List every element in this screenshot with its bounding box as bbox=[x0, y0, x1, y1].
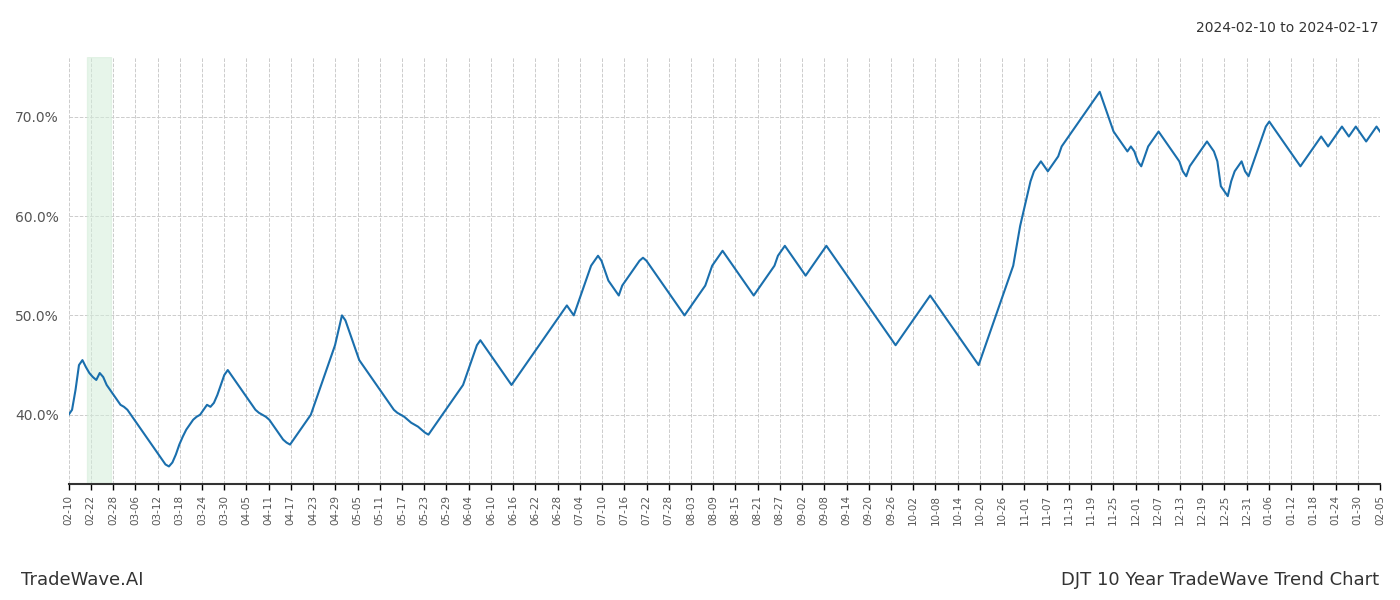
Text: TradeWave.AI: TradeWave.AI bbox=[21, 571, 143, 589]
Text: 2024-02-10 to 2024-02-17: 2024-02-10 to 2024-02-17 bbox=[1197, 21, 1379, 35]
Text: DJT 10 Year TradeWave Trend Chart: DJT 10 Year TradeWave Trend Chart bbox=[1061, 571, 1379, 589]
Bar bbox=[87, 57, 111, 484]
